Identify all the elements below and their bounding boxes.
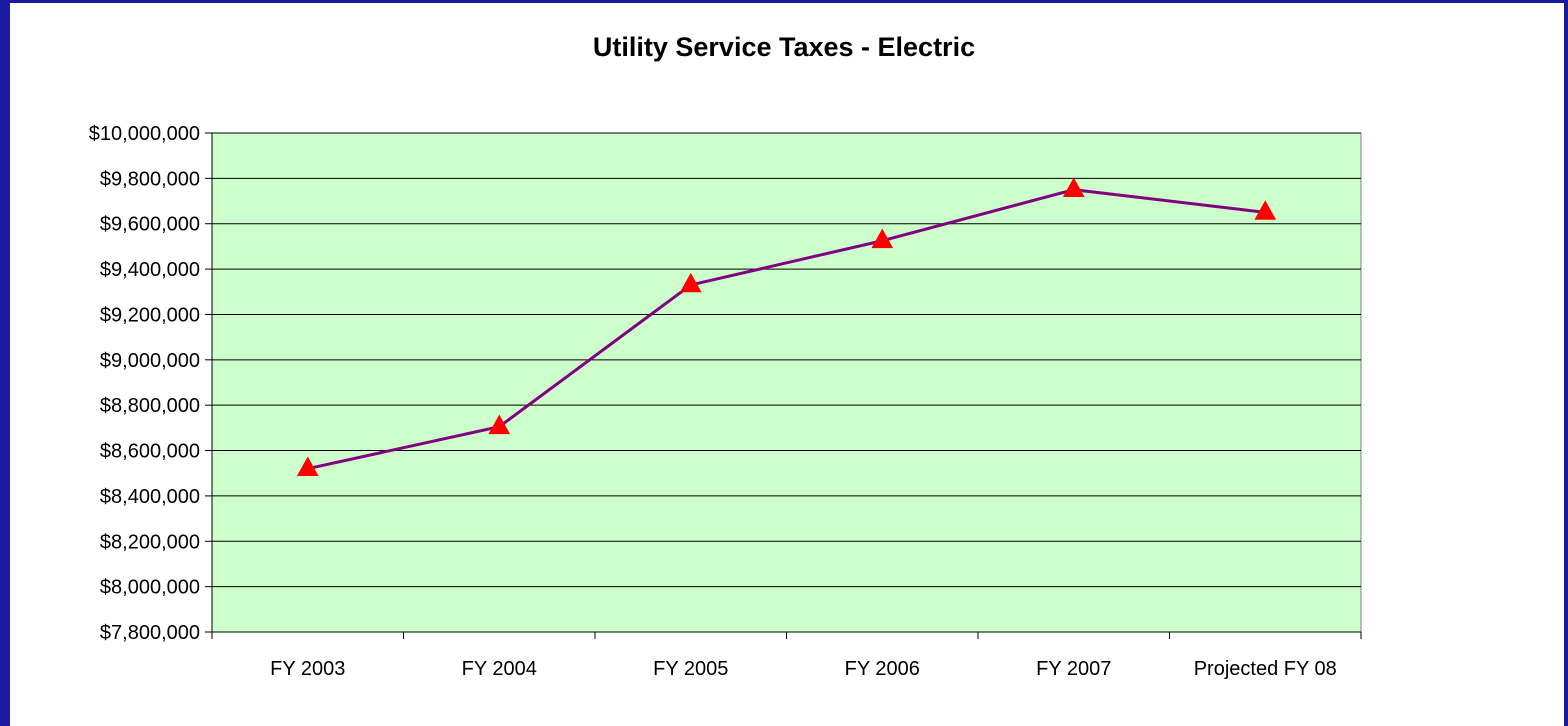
series-line <box>307 188 1266 471</box>
x-tick-label: FY 2006 <box>845 658 920 680</box>
data-point-marker <box>679 272 702 293</box>
x-axis: FY 2003 FY 2004 FY 2005 FY 2006 FY 2007 Proje… <box>211 631 1362 680</box>
y-tick-label: $8,600,000 <box>100 441 200 463</box>
data-point-marker <box>871 228 894 249</box>
y-tick-label: $8,400,000 <box>100 486 200 508</box>
y-tick-label: $9,000,000 <box>100 350 200 372</box>
y-axis: $7,800,000 $8,000,000 $8,200,000 $8,400,000… <box>89 123 213 644</box>
data-point-marker <box>1062 177 1085 198</box>
y-tick-label: $9,200,000 <box>100 304 200 326</box>
plot-area <box>211 132 1362 633</box>
series-layer <box>296 177 1277 477</box>
x-tick-label: FY 2004 <box>462 658 537 680</box>
data-point-marker <box>1254 200 1277 220</box>
y-tick-label: $8,800,000 <box>100 395 200 417</box>
y-tick-label: $7,800,000 <box>100 622 200 644</box>
data-point-marker <box>488 414 511 435</box>
y-tick-label: $9,600,000 <box>100 214 200 236</box>
y-tick-label: $9,800,000 <box>100 168 200 190</box>
x-tick-label: FY 2007 <box>1036 658 1111 680</box>
gridlines <box>212 132 1361 588</box>
data-point-marker <box>296 456 319 477</box>
chart-title: Utility Service Taxes - Electric <box>592 32 976 62</box>
y-tick-label: $8,000,000 <box>100 577 200 599</box>
y-tick-label: $8,200,000 <box>100 531 200 553</box>
x-tick-label: FY 2005 <box>653 658 728 680</box>
y-tick-label: $9,400,000 <box>100 259 200 281</box>
x-tick-label: FY 2003 <box>270 658 345 680</box>
x-tick-label: Projected FY 08 <box>1194 658 1337 680</box>
y-tick-label: $10,000,000 <box>89 123 200 145</box>
